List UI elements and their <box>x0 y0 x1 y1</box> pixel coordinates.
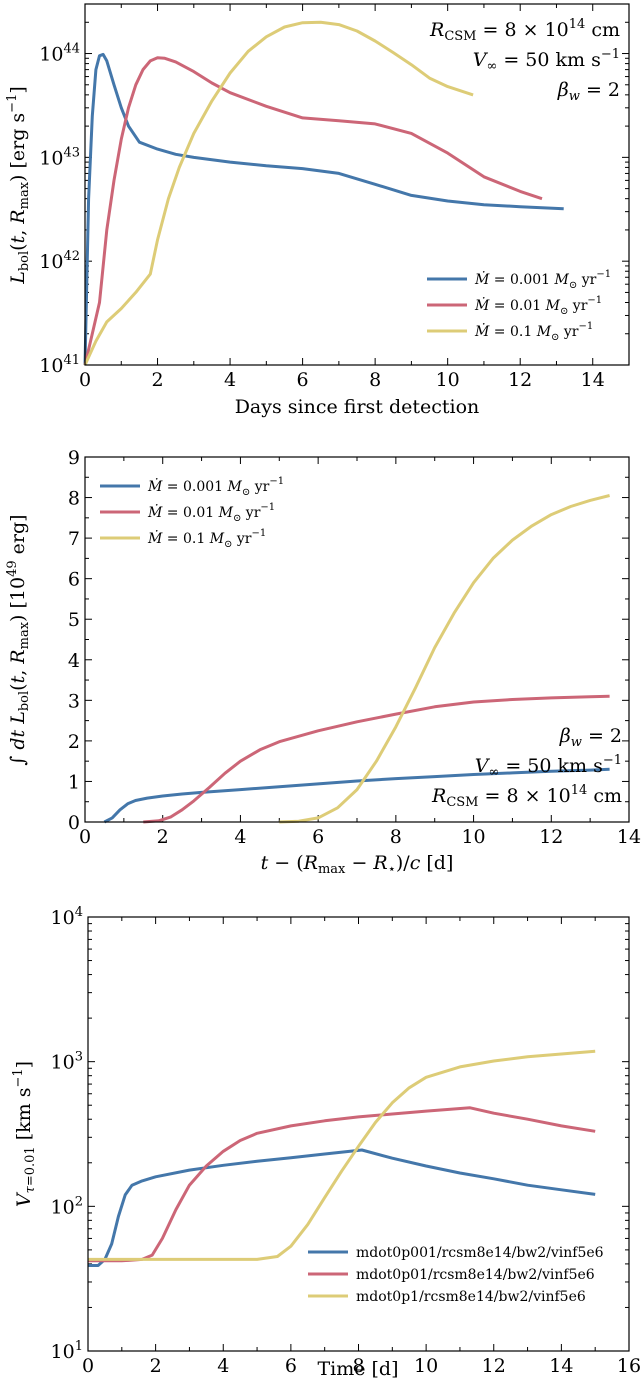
lum-ytick-label: 1043 <box>39 145 80 169</box>
energy-legend-label-2: Ṁ = 0.01 M⊙ yr−1 <box>147 502 275 524</box>
energy-xtick-label: 2 <box>157 826 169 848</box>
vel-xtick-label: 6 <box>285 1355 297 1377</box>
panel-velocity-lines <box>88 1049 596 1267</box>
annotation-beta: βw = 2 <box>557 79 620 104</box>
energy-xtick-label: 0 <box>79 826 91 848</box>
lum-ytick-label: 1041 <box>39 353 80 377</box>
panel-velocity-ticks: 0 2 4 6 8 10 12 14 16 101 102 103 104 <box>51 905 642 1377</box>
lum-ytick-label: 1042 <box>39 249 80 273</box>
vel-xtick-label: 0 <box>82 1355 94 1377</box>
energy-series-line-1 <box>103 767 610 824</box>
annotation-rcsm: RCSM = 8 × 1014 cm <box>429 17 620 44</box>
panel-velocity-legend: mdot0p001/rcsm8e14/bw2/vinf5e6 mdot0p01/r… <box>308 1245 604 1305</box>
energy-series-line-3 <box>279 494 610 824</box>
energy-ytick-label: 0 <box>68 812 80 834</box>
lum-xtick-label: 2 <box>151 369 163 391</box>
lum-series-line-1 <box>83 52 564 366</box>
energy-ytick-label: 2 <box>68 731 80 753</box>
energy-legend-label-1: Ṁ = 0.001 M⊙ yr−1 <box>147 476 284 498</box>
vel-legend-label-2: mdot0p01/rcsm8e14/bw2/vinf5e6 <box>356 1267 595 1283</box>
annotation-vinf-2: V∞ = 50 km s−1 <box>475 753 622 780</box>
vel-xtick-label: 16 <box>617 1355 641 1377</box>
lum-ytick-label: 1044 <box>39 42 80 66</box>
annotation-beta-2: βw = 2 <box>559 725 622 750</box>
vel-ytick-label: 101 <box>51 1339 83 1363</box>
lum-xtick-label: 10 <box>436 369 460 391</box>
lum-legend-label-3: Ṁ = 0.1 M⊙ yr−1 <box>474 321 593 343</box>
panel-luminosity-ylabel: Lbol(t, Rmax) [erg s−1] <box>5 86 32 285</box>
vel-xtick-label: 8 <box>352 1355 364 1377</box>
energy-ytick-label: 8 <box>68 488 80 510</box>
vel-series-line-1 <box>88 1148 596 1267</box>
energy-ytick-label: 9 <box>68 447 80 469</box>
vel-xtick-label: 14 <box>549 1355 573 1377</box>
annotation-vinf: V∞ = 50 km s−1 <box>473 47 620 74</box>
energy-ytick-label: 3 <box>68 690 80 712</box>
panel-velocity-frame <box>87 916 630 1352</box>
vel-legend-label-1: mdot0p001/rcsm8e14/bw2/vinf5e6 <box>356 1245 604 1261</box>
lum-xtick-label: 0 <box>79 369 91 391</box>
lum-legend-label-1: Ṁ = 0.001 M⊙ yr−1 <box>474 269 611 291</box>
energy-xtick-label: 14 <box>617 826 641 848</box>
panel-energy-frame <box>84 456 630 823</box>
energy-legend-label-3: Ṁ = 0.1 M⊙ yr−1 <box>147 528 266 550</box>
panel-energy-ylabel: ∫ dt Lbol(t, Rmax) [1049 erg] <box>5 514 32 765</box>
panel-luminosity-ticks: 0 2 4 6 8 10 12 14 1041 1042 1043 1044 <box>39 4 629 391</box>
lum-series-line-2 <box>83 56 543 366</box>
vel-ytick-label: 103 <box>51 1050 83 1074</box>
vel-ytick-label: 102 <box>51 1194 83 1218</box>
panel-velocity-xlabel: Time [d] <box>317 1358 398 1380</box>
panel-velocity-ylabel: Vτ=0.01 [km s−1] <box>11 1061 38 1207</box>
energy-xtick-label: 10 <box>461 826 485 848</box>
lum-series-line-3 <box>83 20 474 366</box>
energy-ytick-label: 6 <box>68 569 80 591</box>
panel-energy-xlabel: t − (Rmax − R⋆)/c [d] <box>261 852 454 877</box>
vel-series-line-3 <box>88 1049 596 1261</box>
panel-velocity: 0 2 4 6 8 10 12 14 16 101 102 103 104 Time [d] Vτ=0.… <box>11 905 641 1380</box>
energy-xtick-label: 4 <box>234 826 246 848</box>
energy-ytick-label: 7 <box>68 528 80 550</box>
vel-legend-label-3: mdot0p1/rcsm8e14/bw2/vinf5e6 <box>356 1289 586 1305</box>
energy-xtick-label: 8 <box>390 826 402 848</box>
vel-xtick-label: 2 <box>150 1355 162 1377</box>
annotation-rcsm-2: RCSM = 8 × 1014 cm <box>431 783 622 810</box>
lum-xtick-label: 8 <box>369 369 381 391</box>
panel-luminosity: 0 2 4 6 8 10 12 14 1041 1042 1043 1044 Days since f… <box>5 3 630 418</box>
lum-xtick-label: 12 <box>508 369 532 391</box>
vel-xtick-label: 4 <box>217 1355 229 1377</box>
panel-luminosity-frame <box>84 3 630 366</box>
vel-ytick-label: 104 <box>51 905 83 929</box>
panel-luminosity-legend: Ṁ = 0.001 M⊙ yr−1 Ṁ = 0.01 M⊙ yr−1 Ṁ = 0.1… <box>427 269 611 343</box>
energy-ytick-label: 4 <box>68 650 80 672</box>
lum-xtick-label: 14 <box>581 369 605 391</box>
panel-luminosity-lines <box>83 20 564 366</box>
energy-xtick-label: 12 <box>539 826 563 848</box>
energy-series-line-2 <box>143 694 610 824</box>
panel-energy-lines <box>103 494 610 824</box>
energy-ytick-label: 1 <box>68 771 80 793</box>
vel-xtick-label: 10 <box>414 1355 438 1377</box>
lum-xtick-label: 4 <box>224 369 236 391</box>
lum-legend-label-2: Ṁ = 0.01 M⊙ yr−1 <box>474 295 602 317</box>
vel-xtick-label: 12 <box>482 1355 506 1377</box>
panel-luminosity-xlabel: Days since first detection <box>235 396 480 418</box>
lum-xtick-label: 6 <box>297 369 309 391</box>
panel-energy-legend: Ṁ = 0.001 M⊙ yr−1 Ṁ = 0.01 M⊙ yr−1 Ṁ = 0.1… <box>100 476 284 550</box>
energy-xtick-label: 6 <box>312 826 324 848</box>
vel-series-line-2 <box>88 1106 596 1263</box>
energy-ytick-label: 5 <box>68 609 80 631</box>
